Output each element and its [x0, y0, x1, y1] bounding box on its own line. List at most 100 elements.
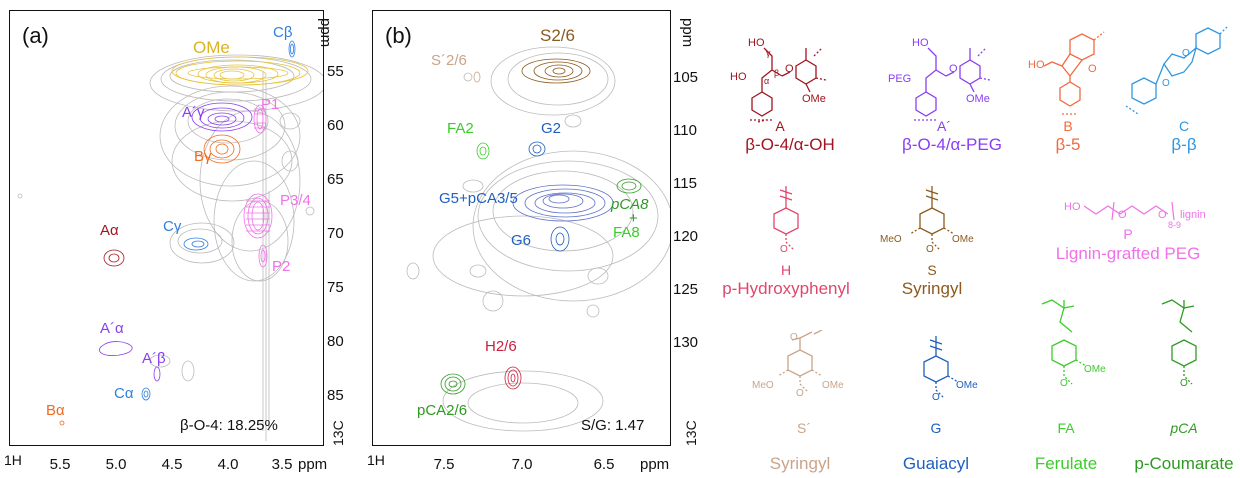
- s-ome-label: OMe: [952, 234, 974, 245]
- ome-contours: [171, 56, 309, 86]
- panel-a-y-tick: 75: [327, 279, 344, 296]
- structure-g-name: G: [930, 420, 942, 436]
- structure-a-name: A: [775, 118, 785, 134]
- pca-o-label: O: [1180, 378, 1188, 389]
- fa-o-label: O: [1060, 378, 1068, 389]
- apbeta-contours: [153, 366, 161, 382]
- s26-contours: [521, 58, 591, 84]
- structure-h-diagram: O: [773, 186, 799, 255]
- g6-contours: [550, 226, 570, 252]
- panel-b-x-nucleus: 1H: [367, 452, 385, 468]
- g5-label: G5+pCA3/5: [439, 190, 518, 207]
- pca26-contours: [440, 373, 466, 395]
- p34-contours: [243, 193, 273, 239]
- sp-o-label: O: [796, 388, 804, 399]
- hsqc-panel-a: (a) OMe Cβ A´γ P1 Bγ P3/4 Aα Cγ P2 A´α A…: [9, 10, 324, 446]
- a-alpha-label: α: [764, 76, 769, 86]
- structure-sp-name: S´: [797, 420, 811, 436]
- panel-b-y-nucleus: 13C: [683, 420, 699, 446]
- apalpha-contours: [98, 341, 133, 356]
- panel-a-y-tick: 85: [327, 387, 344, 404]
- structure-fa-diagram: OMe O: [1041, 299, 1106, 389]
- structure-h-name: H: [780, 262, 792, 278]
- g2-label: G2: [541, 120, 562, 137]
- structure-ap-desc: β-O-4/α-PEG: [902, 135, 1002, 154]
- panel-a-y-tick: 60: [327, 117, 344, 134]
- panel-a-y-unit: ppm: [317, 18, 334, 48]
- panel-a-x-tick: 5.0: [105, 456, 127, 473]
- ap-ho-label: HO: [912, 37, 929, 49]
- panel-a-contours: [17, 40, 323, 441]
- structure-sp-diagram: O MeO OMe O: [752, 330, 844, 399]
- structure-s-name: S: [927, 262, 937, 278]
- b-ho-label: HO: [1028, 59, 1045, 71]
- h26-contours: [504, 366, 522, 390]
- sp-meo-label: MeO: [752, 380, 774, 391]
- fa-ome-label: OMe: [1084, 364, 1106, 375]
- s-o-label: O: [926, 244, 934, 255]
- g5-contours: [512, 184, 614, 222]
- plus-label: +: [629, 210, 638, 227]
- calpha-label: Cα: [114, 385, 134, 402]
- structure-h-desc: p-Hydroxyphenyl: [722, 279, 850, 298]
- cgamma-contours: [183, 237, 209, 251]
- a-ho-label: HO: [730, 71, 747, 83]
- panel-a-y-tick: 70: [327, 225, 344, 242]
- ome-label: OMe: [193, 38, 230, 57]
- structure-p-diagram: HO O O lignin 8-9: [1064, 201, 1206, 230]
- a-ho-gamma-label: HO: [748, 37, 765, 49]
- structure-c-diagram: O O: [1125, 25, 1229, 115]
- structure-g-diagram: OMe O: [923, 336, 978, 403]
- aalpha-contours: [103, 249, 125, 267]
- g2-contours: [528, 141, 546, 157]
- a-beta-label: β: [774, 68, 779, 78]
- a-gamma-label: γ: [766, 48, 771, 58]
- c-o1-label: O: [1182, 48, 1190, 59]
- structure-g-desc: Guaiacyl: [902, 454, 970, 473]
- calpha-contours: [141, 387, 151, 401]
- cgamma-label: Cγ: [163, 218, 182, 235]
- fa2-label: FA2: [447, 120, 474, 137]
- panel-b-y-tick: 110: [673, 122, 697, 139]
- p1-label: P1: [261, 96, 280, 113]
- structure-s-desc: Syringyl: [901, 279, 963, 298]
- structure-s-diagram: MeO OMe O: [880, 186, 974, 255]
- p2-label: P2: [272, 258, 291, 275]
- structure-pca-diagram: O: [1161, 299, 1197, 389]
- balpha-label: Bα: [46, 402, 65, 419]
- panel-b-gray-contours: [406, 46, 670, 432]
- panel-a-y-nucleus: 13C: [330, 420, 346, 446]
- fa8-label: FA8: [613, 224, 640, 241]
- a-ome-label: OMe: [802, 93, 826, 105]
- p-ho-label: HO: [1064, 201, 1081, 213]
- panel-b-y-tick: 115: [673, 175, 697, 192]
- hsqc-panel-b: (b) S2/6 S´2/6 FA2 G2 G5+pCA3/5 pCA8 + F…: [372, 10, 671, 446]
- structure-c-name: C: [1178, 118, 1190, 134]
- panel-b-x-unit: ppm: [640, 456, 670, 473]
- g-o-label: O: [932, 392, 940, 403]
- panel-a-y-tick: 55: [327, 63, 344, 80]
- c-o2-label: O: [1162, 78, 1170, 89]
- panel-a-y-tick: 65: [327, 171, 344, 188]
- structure-b-diagram: HO O: [1028, 31, 1105, 115]
- g6-label: G6: [511, 232, 532, 249]
- structure-pca-name: pCA: [1170, 420, 1198, 436]
- cb-contours: [288, 40, 296, 58]
- structure-c-desc: β-β: [1171, 135, 1197, 154]
- panel-b-x-tick: 7.5: [433, 456, 455, 473]
- panel-a-x-nucleus: 1H: [4, 452, 22, 468]
- panel-b-y-tick: 125: [673, 281, 699, 298]
- apbeta-label: A´β: [142, 350, 166, 367]
- sp-o-top-label: O: [790, 332, 798, 343]
- aalpha-label: Aα: [100, 222, 119, 239]
- apalpha-label: A´α: [100, 320, 124, 337]
- g-ome-label: OMe: [956, 380, 978, 391]
- structure-a-desc: β-O-4/α-OH: [745, 135, 835, 154]
- bgamma-label: Bγ: [194, 148, 212, 165]
- h26-label: H2/6: [485, 338, 517, 355]
- p1-contours: [253, 104, 267, 134]
- panel-b-y-tick: 120: [673, 228, 699, 245]
- structure-fa-name: FA: [1057, 420, 1075, 436]
- p-lignin-label: lignin: [1180, 209, 1206, 221]
- structure-p-desc: Lignin-grafted PEG: [1055, 244, 1201, 263]
